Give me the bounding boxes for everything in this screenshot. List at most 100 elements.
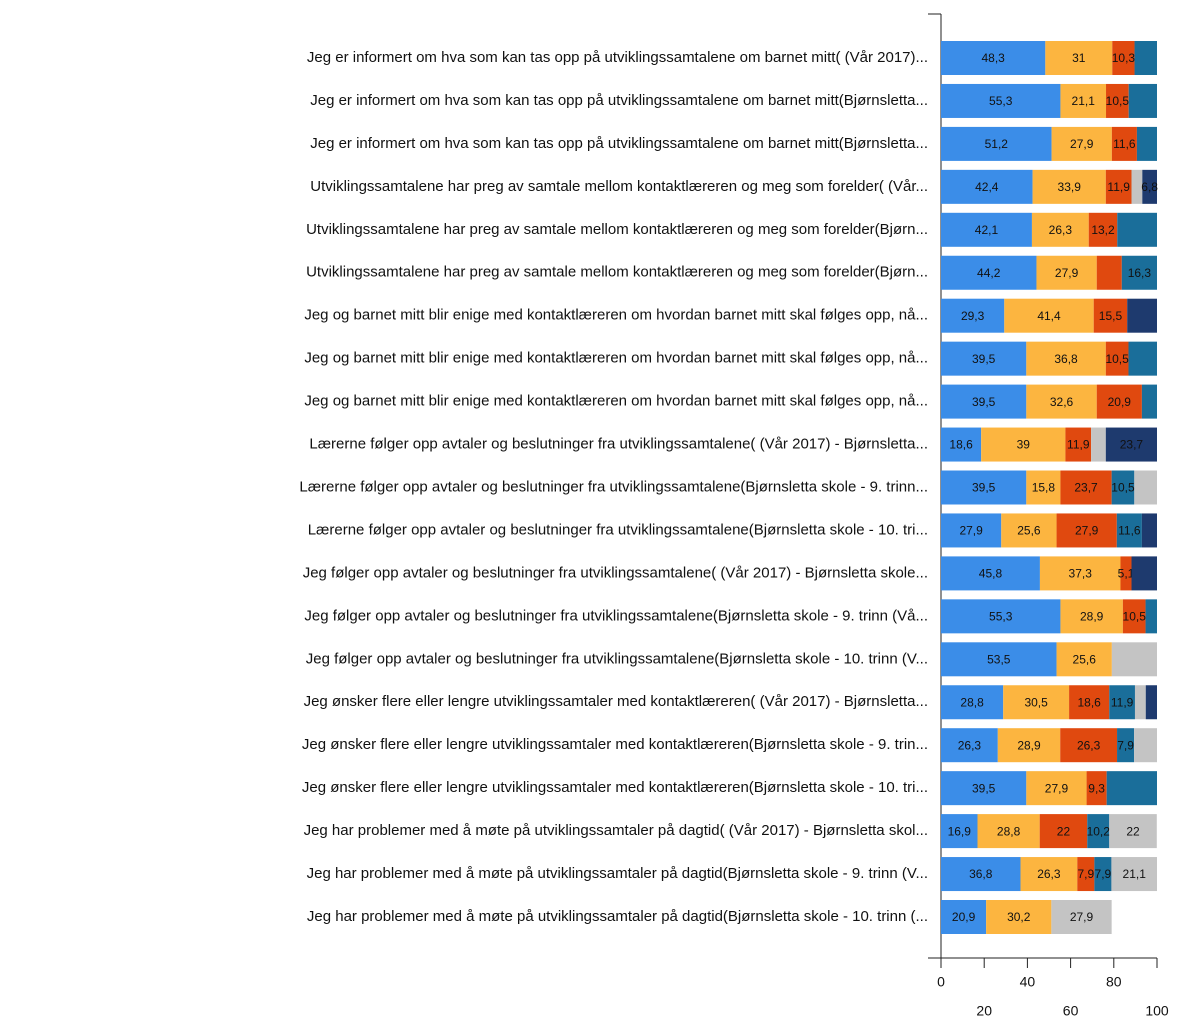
bar-segment (1094, 857, 1112, 892)
bar-segment (1128, 83, 1157, 118)
value-label: 10,5 (1105, 352, 1129, 366)
value-label: 39 (1017, 438, 1031, 452)
bar-segment (941, 427, 982, 462)
value-label: 16,9 (948, 824, 972, 838)
value-label: 27,9 (1075, 524, 1099, 538)
value-label: 15,5 (1099, 309, 1123, 323)
bar-segment (1056, 642, 1112, 677)
bar-segment (1051, 126, 1112, 161)
bar-segment (1032, 169, 1106, 204)
bar-segment (1134, 470, 1157, 505)
bar-segment (1060, 470, 1112, 505)
value-label: 36,8 (969, 867, 993, 881)
bar-segment (1111, 126, 1137, 161)
value-label: 20,9 (952, 910, 976, 924)
value-label: 25,6 (1073, 652, 1097, 666)
bar-segment (986, 900, 1052, 934)
bar-segment (1128, 341, 1157, 376)
value-label: 11,9 (1111, 695, 1134, 709)
bar-segment (1105, 169, 1132, 204)
value-label: 10,5 (1123, 610, 1147, 624)
value-label: 9,3 (1088, 781, 1105, 795)
value-label: 32,6 (1050, 395, 1074, 409)
value-label: 11,9 (1107, 180, 1130, 194)
bar-segment (941, 900, 987, 934)
x-tick-label: 100 (1145, 1003, 1169, 1019)
value-label: 30,5 (1024, 695, 1048, 709)
bar-segment (1109, 814, 1157, 849)
value-label: 27,9 (1070, 137, 1094, 151)
value-label: 13,2 (1091, 223, 1115, 237)
value-label: 26,3 (958, 738, 982, 752)
bar-segment (1026, 341, 1106, 376)
bar-segment (1134, 685, 1146, 720)
bar-segment (1117, 212, 1157, 247)
value-label: 27,9 (1055, 266, 1079, 280)
value-label: 27,9 (1045, 781, 1069, 795)
category-label: Jeg er informert om hva som kan tas opp … (307, 49, 928, 66)
bar-segment (1096, 255, 1122, 290)
category-label: Jeg har problemer med å møte på utviklin… (307, 908, 928, 925)
bar-segment (1096, 384, 1142, 419)
bar-segment (1077, 857, 1095, 892)
value-label: 44,2 (977, 266, 1001, 280)
bar-segment (1004, 298, 1094, 333)
value-label: 51,2 (985, 137, 1009, 151)
value-label: 33,9 (1058, 180, 1082, 194)
bar-segment (941, 212, 1032, 247)
bar-segment (997, 728, 1061, 763)
value-label: 26,3 (1049, 223, 1073, 237)
value-label: 48,3 (981, 51, 1005, 65)
category-label: Jeg har problemer med å møte på utviklin… (307, 865, 928, 882)
value-label: 10,3 (1112, 51, 1136, 65)
bar-segment (941, 169, 1033, 204)
value-label: 27,9 (959, 524, 983, 538)
bar-segment (1056, 513, 1117, 548)
category-label: Jeg er informert om hva som kan tas opp … (310, 135, 928, 152)
value-label: 11,6 (1113, 137, 1136, 151)
value-label: 53,5 (987, 652, 1011, 666)
value-label: 10,5 (1111, 481, 1135, 495)
value-label: 27,9 (1070, 910, 1094, 924)
value-label: 26,3 (1077, 738, 1101, 752)
value-label: 23,7 (1120, 438, 1144, 452)
value-label: 22 (1057, 824, 1071, 838)
value-label: 55,3 (989, 610, 1013, 624)
value-label: 16,3 (1128, 266, 1152, 280)
category-label: Utviklingssamtalene har preg av samtale … (306, 264, 928, 281)
value-label: 36,8 (1054, 352, 1078, 366)
value-label: 39,5 (972, 481, 996, 495)
bar-segment (941, 298, 1005, 333)
value-label: 18,6 (949, 438, 973, 452)
bar-segment (1120, 556, 1132, 591)
bar-segment (977, 814, 1040, 849)
value-label: 7,9 (1077, 867, 1094, 881)
category-label: Lærerne følger opp avtaler og beslutning… (299, 478, 928, 495)
value-label: 7,9 (1095, 867, 1112, 881)
bar-segment (941, 599, 1061, 634)
value-label: 28,9 (1017, 738, 1041, 752)
bar-segment (1112, 41, 1135, 75)
bar-segment (1106, 83, 1129, 118)
bar-segment (1036, 255, 1097, 290)
bar-segment (941, 728, 998, 763)
bar-segment (1109, 685, 1135, 720)
category-label: Lærerne følger opp avtaler og beslutning… (308, 521, 928, 538)
bar-segment (1091, 427, 1106, 462)
x-tick-label: 20 (976, 1003, 992, 1019)
bar-segment (1111, 642, 1157, 677)
value-label: 28,8 (960, 695, 984, 709)
value-label: 23,7 (1074, 481, 1098, 495)
category-label: Jeg er informert om hva som kan tas opp … (310, 92, 928, 109)
category-label: Lærerne følger opp avtaler og beslutning… (309, 436, 928, 453)
category-label: Jeg og barnet mitt blir enige med kontak… (304, 393, 928, 410)
category-label: Jeg har problemer med å møte på utviklin… (304, 822, 928, 839)
bar-segment (941, 857, 1021, 892)
value-label: 26,3 (1037, 867, 1061, 881)
bar-segment (1136, 126, 1157, 161)
category-label: Utviklingssamtalene har preg av samtale … (310, 178, 928, 195)
value-label: 30,2 (1007, 910, 1031, 924)
value-label: 28,8 (997, 824, 1021, 838)
bar-segment (1060, 599, 1123, 634)
bar-segment (1117, 728, 1135, 763)
